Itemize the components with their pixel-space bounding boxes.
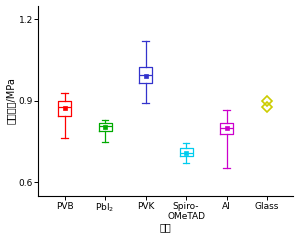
X-axis label: 材料: 材料 <box>160 223 172 233</box>
Y-axis label: 剪切强度/MPa: 剪切强度/MPa <box>6 77 16 124</box>
